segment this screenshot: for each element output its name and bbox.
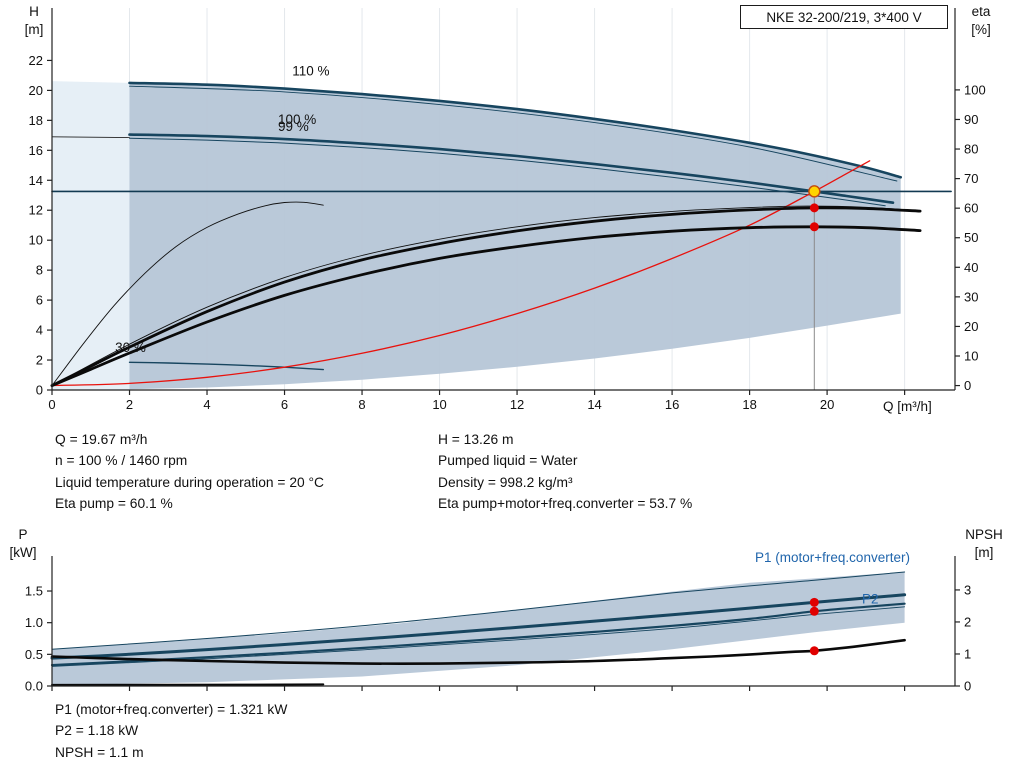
- x-tick-label: 16: [665, 397, 679, 412]
- left-tick-label: 0.0: [25, 679, 43, 694]
- eta-axis-label: eta [%]: [971, 4, 991, 37]
- left-tick-label: 2: [36, 353, 43, 368]
- npsh-marker: [809, 646, 819, 656]
- right-tick-label: 1: [964, 646, 971, 661]
- q-axis-label: Q [m³/h]: [883, 399, 932, 414]
- info-line-h: H = 13.26 m: [438, 432, 514, 447]
- right-tick-label: 60: [964, 201, 978, 216]
- info-line-eta-total: Eta pump+motor+freq.converter = 53.7 %: [438, 495, 693, 511]
- p1-marker: [809, 597, 819, 607]
- right-tick-label: 70: [964, 171, 978, 186]
- duty-info-left: Q = 19.67 m³/h n = 100 % / 1460 rpm Liqu…: [55, 429, 324, 514]
- left-tick-label: 6: [36, 293, 43, 308]
- left-tick-label: 18: [29, 113, 43, 128]
- right-tick-label: 30: [964, 289, 978, 304]
- x-tick-label: 4: [203, 397, 210, 412]
- right-tick-label: 90: [964, 112, 978, 127]
- info-line-npsh: NPSH = 1.1 m: [55, 744, 144, 760]
- npsh-axis-label: NPSH [m]: [965, 527, 1003, 560]
- info-line-q: Q = 19.67 m³/h: [55, 432, 148, 447]
- curve-label: 100 %: [278, 112, 316, 127]
- power-info: P1 (motor+freq.converter) = 1.321 kW P2 …: [55, 699, 287, 763]
- x-tick-label: 20: [820, 397, 834, 412]
- left-tick-label: 10: [29, 233, 43, 248]
- curve-label: 99 %: [278, 119, 309, 134]
- p-axis-label: P [kW]: [9, 527, 37, 560]
- right-tick-label: 40: [964, 260, 978, 275]
- right-tick-label: 0: [964, 378, 971, 393]
- left-tick-label: 1.0: [25, 615, 43, 630]
- curve-label: 30 %: [115, 340, 146, 355]
- pale-left-region: [52, 81, 130, 390]
- p1-110-thin: [51, 571, 906, 650]
- x-tick-label: 0: [48, 397, 55, 412]
- npsh-curve: [50, 638, 906, 665]
- p2-marker: [809, 606, 819, 616]
- power-envelope: [52, 572, 905, 685]
- pump-title-box: NKE 32-200/219, 3*400 V: [740, 5, 948, 29]
- p2-99-thin: [51, 606, 906, 667]
- eta-pump-marker: [809, 203, 819, 213]
- right-tick-label: 80: [964, 142, 978, 157]
- right-tick-label: 10: [964, 348, 978, 363]
- curve-99pct-thin: [129, 137, 886, 207]
- x-tick-label: 12: [510, 397, 524, 412]
- right-tick-label: 2: [964, 614, 971, 629]
- curve-30pct: [128, 361, 324, 371]
- left-tick-label: 8: [36, 263, 43, 278]
- left-tick-label: 1.5: [25, 584, 43, 599]
- system-curve: [51, 160, 871, 387]
- left-tick-label: 20: [29, 83, 43, 98]
- x-tick-label: 10: [432, 397, 446, 412]
- left-tick-label: 12: [29, 203, 43, 218]
- power-npsh-chart: 0.0 0.5 1.0 1.5 0 1 2 3 P1 (motor+freq.converter…: [25, 550, 971, 694]
- eta-110-thin: [51, 205, 913, 387]
- left-tick-label: 0.5: [25, 647, 43, 662]
- right-tick-label: 20: [964, 319, 978, 334]
- duty-point-marker: [808, 185, 821, 198]
- info-line-eta: Eta pump = 60.1 %: [55, 495, 173, 511]
- x-tick-label: 8: [358, 397, 365, 412]
- right-tick-label: 3: [964, 582, 971, 597]
- info-line-n: n = 100 % / 1460 rpm: [55, 453, 188, 469]
- left-tick-label: 0: [36, 383, 43, 398]
- speed-envelope: [129, 82, 901, 390]
- eta-pump-curve: [50, 206, 922, 387]
- x-tick-label: 18: [742, 397, 756, 412]
- curve-label: P1 (motor+freq.converter): [755, 550, 910, 565]
- x-tick-label: 14: [587, 397, 601, 412]
- x-tick-label: 6: [281, 397, 288, 412]
- right-tick-label: 100: [964, 82, 986, 97]
- left-tick-label: 22: [29, 53, 43, 68]
- info-line-p1: P1 (motor+freq.converter) = 1.321 kW: [55, 702, 288, 717]
- info-line-temp: Liquid temperature during operation = 20…: [55, 474, 324, 490]
- pump-title: NKE 32-200/219, 3*400 V: [766, 9, 922, 25]
- eta-30pct-curve: [51, 201, 324, 387]
- x-tick-label: 2: [126, 397, 133, 412]
- info-line-p2: P2 = 1.18 kW: [55, 723, 139, 739]
- curve-label: P2: [862, 592, 879, 607]
- hq-eta-chart: 0246810121416182022010203040506070809010…: [29, 8, 986, 412]
- right-tick-label: 0: [964, 679, 971, 694]
- duty-info-right: H = 13.26 m Pumped liquid = Water Densit…: [438, 429, 692, 514]
- eta-total-marker: [809, 222, 819, 232]
- left-tick-label: 16: [29, 143, 43, 158]
- right-tick-label: 50: [964, 230, 978, 245]
- curve-110pct: [128, 81, 902, 179]
- left-tick-label: 4: [36, 323, 43, 338]
- curve-109pct-thin: [129, 85, 898, 182]
- eta-total-curve: [50, 225, 922, 387]
- info-line-liquid: Pumped liquid = Water: [438, 453, 578, 469]
- curve-100pct-left-ext: [51, 136, 130, 138]
- h-axis-label: H [m]: [24, 4, 44, 37]
- curve-label: 110 %: [292, 63, 329, 78]
- info-line-density: Density = 998.2 kg/m³: [438, 474, 573, 490]
- p-min-speed: [51, 683, 325, 686]
- left-tick-label: 14: [29, 173, 43, 188]
